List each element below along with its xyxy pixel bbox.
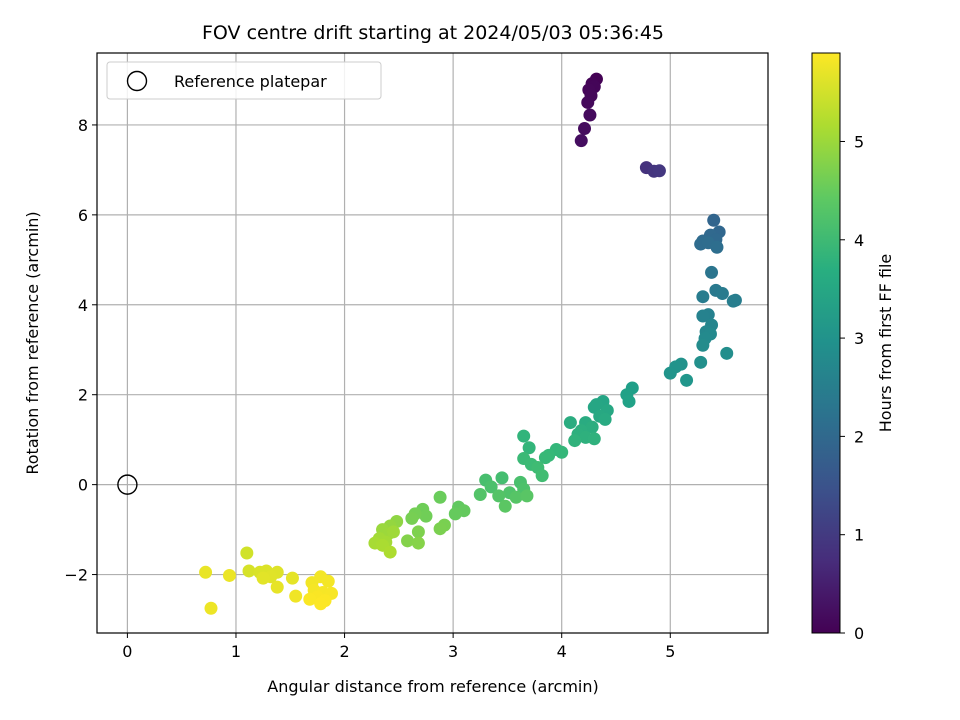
data-point	[583, 108, 597, 122]
data-point	[222, 568, 236, 582]
legend-label: Reference platepar	[174, 72, 327, 91]
chart-title: FOV centre drift starting at 2024/05/03 …	[202, 22, 664, 44]
data-point	[498, 499, 512, 513]
colorbar-tick-label: 3	[854, 329, 864, 348]
data-point	[563, 416, 577, 430]
colorbar-tick-label: 1	[854, 526, 864, 545]
data-point	[405, 511, 419, 525]
data-point	[240, 546, 254, 560]
data-point	[522, 441, 536, 455]
data-point	[663, 366, 677, 380]
legend-open-circle-icon	[126, 70, 148, 92]
legend-box	[106, 61, 382, 100]
x-axis-ticks: 0 1 2 3 4 5	[122, 633, 675, 661]
data-point	[652, 164, 666, 178]
y-tick-label: −2	[64, 566, 88, 585]
data-point	[535, 469, 549, 483]
colorbar-tick-label: 2	[854, 427, 864, 446]
y-tick-label: 0	[78, 476, 88, 495]
x-tick-label: 0	[122, 642, 132, 661]
data-point	[568, 434, 582, 448]
data-point	[401, 534, 415, 548]
data-point	[720, 346, 734, 360]
legend: Reference platepar	[106, 61, 382, 100]
data-point	[574, 134, 588, 148]
data-point	[598, 412, 612, 426]
data-point	[242, 564, 256, 578]
data-point	[448, 507, 462, 521]
data-point	[622, 394, 636, 408]
x-tick-label: 1	[231, 642, 241, 661]
data-point	[411, 525, 425, 539]
data-point	[520, 489, 534, 503]
y-axis-title: Rotation from reference (arcmin)	[23, 211, 42, 474]
data-point	[509, 490, 523, 504]
data-point	[303, 592, 317, 606]
reference-platepar-marker	[117, 474, 138, 495]
data-point	[517, 429, 531, 443]
scatter-points	[199, 72, 742, 615]
y-tick-label: 6	[78, 206, 88, 225]
data-point	[555, 445, 569, 459]
data-point	[710, 240, 724, 254]
data-point	[386, 525, 400, 539]
data-point	[707, 213, 721, 227]
grid	[97, 53, 768, 633]
data-point	[321, 574, 335, 588]
data-point	[581, 95, 595, 109]
data-point	[473, 488, 487, 502]
data-point	[285, 571, 299, 585]
data-point	[715, 287, 729, 301]
x-axis-title: Angular distance from reference (arcmin)	[267, 677, 598, 696]
colorbar-tick-label: 4	[854, 231, 864, 250]
data-point	[587, 432, 601, 446]
colorbar-gradient	[811, 52, 841, 634]
data-point	[289, 589, 303, 603]
data-point	[680, 373, 694, 387]
data-point	[492, 489, 506, 503]
data-point	[314, 597, 328, 611]
colorbar-title: Hours from first FF file	[876, 254, 895, 433]
data-point	[204, 601, 218, 615]
y-tick-label: 4	[78, 296, 88, 315]
data-point	[495, 471, 509, 485]
data-point	[484, 480, 498, 494]
x-tick-label: 4	[557, 642, 567, 661]
colorbar: 0 1 2 3 4 5 Hours from first FF file	[811, 52, 895, 643]
data-point	[256, 571, 270, 585]
data-point	[419, 509, 433, 523]
data-point	[578, 122, 592, 136]
data-point	[199, 565, 213, 579]
y-axis-ticks: −2 0 2 4 6 8	[64, 116, 97, 585]
data-point	[696, 309, 710, 323]
y-tick-label: 8	[78, 116, 88, 135]
x-tick-label: 5	[665, 642, 675, 661]
colorbar-ticks: 0 1 2 3 4 5	[840, 132, 864, 643]
data-point	[705, 265, 719, 279]
data-point	[433, 490, 447, 504]
x-tick-label: 3	[448, 642, 458, 661]
plot-area-frame	[96, 52, 769, 634]
data-point	[383, 545, 397, 559]
data-point	[726, 294, 740, 308]
data-point	[585, 420, 599, 434]
data-point	[696, 290, 710, 304]
data-point	[411, 536, 425, 550]
data-point	[270, 580, 284, 594]
data-point	[694, 355, 708, 369]
y-tick-label: 2	[78, 386, 88, 405]
x-tick-label: 2	[339, 642, 349, 661]
data-point	[538, 451, 552, 465]
colorbar-tick-label: 0	[854, 624, 864, 643]
colorbar-tick-label: 5	[854, 132, 864, 151]
data-point	[696, 338, 710, 352]
data-point	[433, 522, 447, 536]
